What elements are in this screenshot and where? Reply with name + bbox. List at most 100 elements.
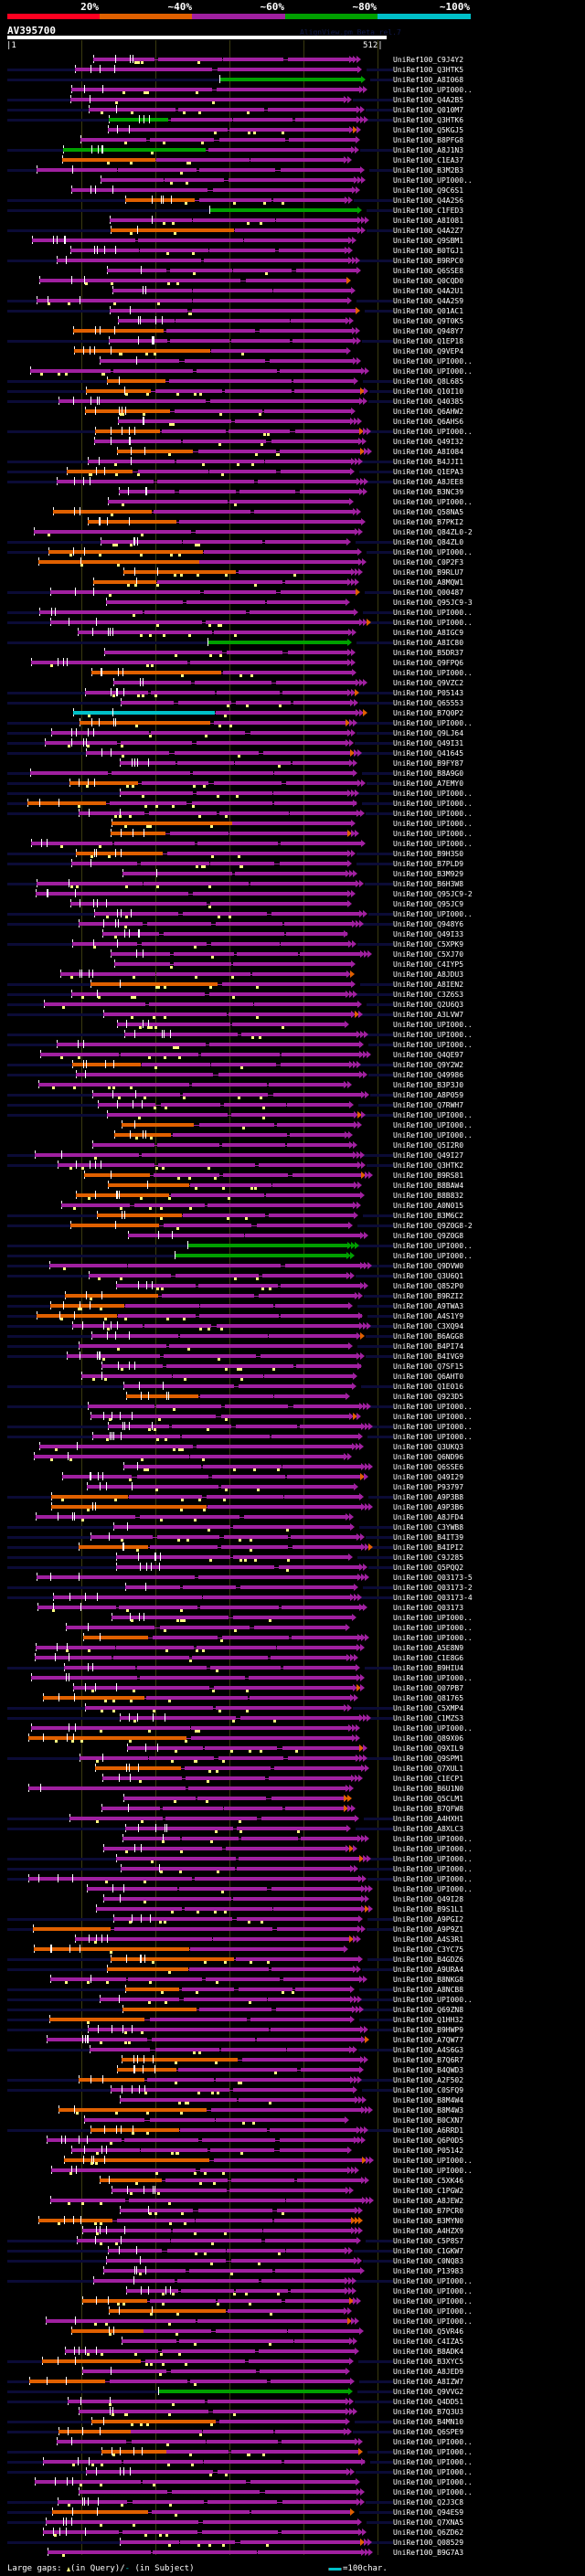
- hit-row[interactable]: UniRef100_Q95JC9-2: [0, 889, 585, 899]
- hit-row[interactable]: UniRef100_B0CXN7: [0, 2115, 585, 2125]
- hit-row[interactable]: UniRef100_B8PFG8: [0, 135, 585, 145]
- hit-label[interactable]: UniRef100_UPI000..: [393, 1242, 473, 1250]
- hit-row[interactable]: UniRef100_B4QWD3: [0, 2065, 585, 2075]
- hit-row[interactable]: UniRef100_UPI000..: [0, 1854, 585, 1864]
- hit-label[interactable]: UniRef100_Q2J3C8: [393, 2498, 464, 2507]
- hit-label[interactable]: UniRef100_B9RZI2: [393, 1292, 464, 1300]
- hit-label[interactable]: UniRef100_UPI000..: [393, 2157, 473, 2165]
- hit-label[interactable]: UniRef100_A7EMY0: [393, 779, 464, 788]
- hit-row[interactable]: UniRef100_UPI000..: [0, 2316, 585, 2327]
- hit-row[interactable]: UniRef100_A4S1Y9: [0, 1311, 585, 1321]
- hit-label[interactable]: UniRef100_Q95JC9-2: [393, 890, 473, 898]
- hit-row[interactable]: UniRef100_UPI000..: [0, 2457, 585, 2467]
- hit-row[interactable]: UniRef100_Q2U6Q3: [0, 1000, 585, 1010]
- hit-row[interactable]: UniRef100_Q49I31: [0, 738, 585, 748]
- hit-label[interactable]: UniRef100_Q1EPA3: [393, 468, 464, 476]
- hit-label[interactable]: UniRef100_UPI000..: [393, 2488, 473, 2496]
- hit-row[interactable]: UniRef100_UPI000..: [0, 819, 585, 829]
- hit-row[interactable]: UniRef100_B3NC39: [0, 487, 585, 497]
- hit-row[interactable]: UniRef100_A8JFD4: [0, 1512, 585, 1522]
- hit-row[interactable]: UniRef100_UPI000..: [0, 1844, 585, 1854]
- hit-row[interactable]: UniRef100_A0N015: [0, 1201, 585, 1211]
- hit-label[interactable]: UniRef100_B7Q3U3: [393, 2408, 464, 2416]
- hit-label[interactable]: UniRef100_Q07PB7: [393, 1684, 464, 1692]
- hit-row[interactable]: UniRef100_UPI000..: [0, 1040, 585, 1050]
- hit-row[interactable]: UniRef100_Q94ES9: [0, 2507, 585, 2518]
- hit-label[interactable]: UniRef100_UPI000..: [393, 1031, 473, 1039]
- hit-row[interactable]: UniRef100_B4IVG9: [0, 1352, 585, 1362]
- hit-row[interactable]: UniRef100_Q6ZD62: [0, 2528, 585, 2538]
- hit-label[interactable]: UniRef100_Q03173: [393, 1604, 464, 1612]
- hit-label[interactable]: UniRef100_UPI000..: [393, 1855, 473, 1863]
- hit-label[interactable]: UniRef100_UPI000..: [393, 548, 473, 557]
- hit-row[interactable]: UniRef100_A7EMY0: [0, 779, 585, 789]
- hit-label[interactable]: UniRef100_A8IEN2: [393, 981, 464, 989]
- hit-label[interactable]: UniRef100_C0P2F3: [393, 558, 464, 567]
- hit-row[interactable]: UniRef100_P93797: [0, 1482, 585, 1492]
- hit-label[interactable]: UniRef100_B3M2B3: [393, 166, 464, 175]
- hit-label[interactable]: UniRef100_B3M6C2: [393, 1212, 464, 1220]
- hit-label[interactable]: UniRef100_Q1E016: [393, 1383, 464, 1391]
- hit-row[interactable]: UniRef100_C9J4Y2: [0, 55, 585, 65]
- hit-label[interactable]: UniRef100_Q5KGJ5: [393, 126, 464, 134]
- hit-label[interactable]: UniRef100_Q9Z0G8: [393, 1232, 464, 1240]
- hit-row[interactable]: UniRef100_UPI000..: [0, 1613, 585, 1623]
- hit-row[interactable]: UniRef100_UPI000..: [0, 829, 585, 839]
- hit-label[interactable]: UniRef100_A8I084: [393, 448, 464, 456]
- hit-label[interactable]: UniRef100_Q95JC9-3: [393, 599, 473, 607]
- hit-row[interactable]: UniRef100_Q5CLM1: [0, 1794, 585, 1804]
- hit-label[interactable]: UniRef100_A8IZW7: [393, 2378, 464, 2386]
- hit-row[interactable]: UniRef100_A4HXH1: [0, 1814, 585, 1824]
- hit-row[interactable]: UniRef100_C0NQ83: [0, 2256, 585, 2266]
- hit-label[interactable]: UniRef100_Q5I2R0: [393, 1141, 464, 1150]
- hit-row[interactable]: UniRef100_A8XLC3: [0, 1824, 585, 1834]
- hit-label[interactable]: UniRef100_Q3HTK5: [393, 66, 464, 74]
- hit-label[interactable]: UniRef100_B8BAW4: [393, 1182, 464, 1190]
- hit-row[interactable]: UniRef100_Q2J3C8: [0, 2497, 585, 2507]
- hit-label[interactable]: UniRef100_Q7XUL1: [393, 1765, 464, 1773]
- hit-label[interactable]: UniRef100_P93797: [393, 1483, 464, 1491]
- hit-label[interactable]: UniRef100_C3XQ94: [393, 1322, 464, 1330]
- hit-row[interactable]: UniRef100_A8JEE8: [0, 477, 585, 487]
- hit-row[interactable]: UniRef100_Q7XUL1: [0, 1764, 585, 1774]
- hit-row[interactable]: UniRef100_A8J1N3: [0, 145, 585, 155]
- hit-row[interactable]: UniRef100_UPI000..: [0, 1412, 585, 1422]
- hit-label[interactable]: UniRef100_UPI000..: [393, 619, 473, 627]
- hit-row[interactable]: UniRef100_UPI000..: [0, 2447, 585, 2457]
- hit-label[interactable]: UniRef100_Q84ZL0-2: [393, 528, 473, 536]
- hit-label[interactable]: UniRef100_B9HIU4: [393, 1664, 464, 1672]
- hit-row[interactable]: UniRef100_A7QW77: [0, 2035, 585, 2045]
- hit-label[interactable]: UniRef100_UPI000..: [393, 176, 473, 185]
- hit-label[interactable]: UniRef100_UPI000..: [393, 1614, 473, 1622]
- hit-row[interactable]: UniRef100_A8JED9: [0, 2367, 585, 2377]
- hit-label[interactable]: UniRef100_Q9DVW0: [393, 1262, 464, 1270]
- hit-row[interactable]: UniRef100_Q4A2S6: [0, 196, 585, 206]
- hit-row[interactable]: UniRef100_Q3HTK6: [0, 115, 585, 125]
- hit-row[interactable]: UniRef100_Q3U6Q1: [0, 1271, 585, 1281]
- hit-label[interactable]: UniRef100_A8P059: [393, 1091, 464, 1099]
- hit-row[interactable]: UniRef100_Q07PB7: [0, 1683, 585, 1693]
- hit-label[interactable]: UniRef100_Q4DD51: [393, 2398, 464, 2406]
- hit-label[interactable]: UniRef100_Q4QE97: [393, 1051, 464, 1059]
- hit-label[interactable]: UniRef100_Q9VEP4: [393, 347, 464, 355]
- hit-row[interactable]: UniRef100_B5DR37: [0, 648, 585, 658]
- hit-label[interactable]: UniRef100_UPI000..: [393, 86, 473, 94]
- hit-row[interactable]: UniRef100_C1MZS3: [0, 1713, 585, 1723]
- hit-row[interactable]: UniRef100_B3M2B3: [0, 165, 585, 175]
- hit-row[interactable]: UniRef100_UPI000..: [0, 1723, 585, 1733]
- hit-row[interactable]: UniRef100_B7PLD9: [0, 859, 585, 869]
- hit-row[interactable]: UniRef100_A8IGC9: [0, 628, 585, 638]
- hit-row[interactable]: UniRef100_Q4A2Z7: [0, 226, 585, 236]
- hit-label[interactable]: UniRef100_Q5CLM1: [393, 1795, 464, 1803]
- hit-label[interactable]: UniRef100_Q40385: [393, 398, 464, 406]
- hit-row[interactable]: UniRef100_C9J285: [0, 1553, 585, 1563]
- hit-label[interactable]: UniRef100_UPI000..: [393, 2277, 473, 2285]
- hit-label[interactable]: UniRef100_B4JJI1: [393, 458, 464, 466]
- hit-label[interactable]: UniRef100_Q5VR46: [393, 2327, 464, 2336]
- hit-row[interactable]: UniRef100_Q5PQQ2: [0, 1563, 585, 1573]
- hit-label[interactable]: UniRef100_Q00487: [393, 588, 464, 597]
- hit-label[interactable]: UniRef100_A8JFD4: [393, 1513, 464, 1521]
- hit-label[interactable]: UniRef100_UPI000..: [393, 1996, 473, 2004]
- hit-row[interactable]: UniRef100_B8M4W4: [0, 2095, 585, 2105]
- hit-row[interactable]: UniRef100_B9RZI2: [0, 1291, 585, 1301]
